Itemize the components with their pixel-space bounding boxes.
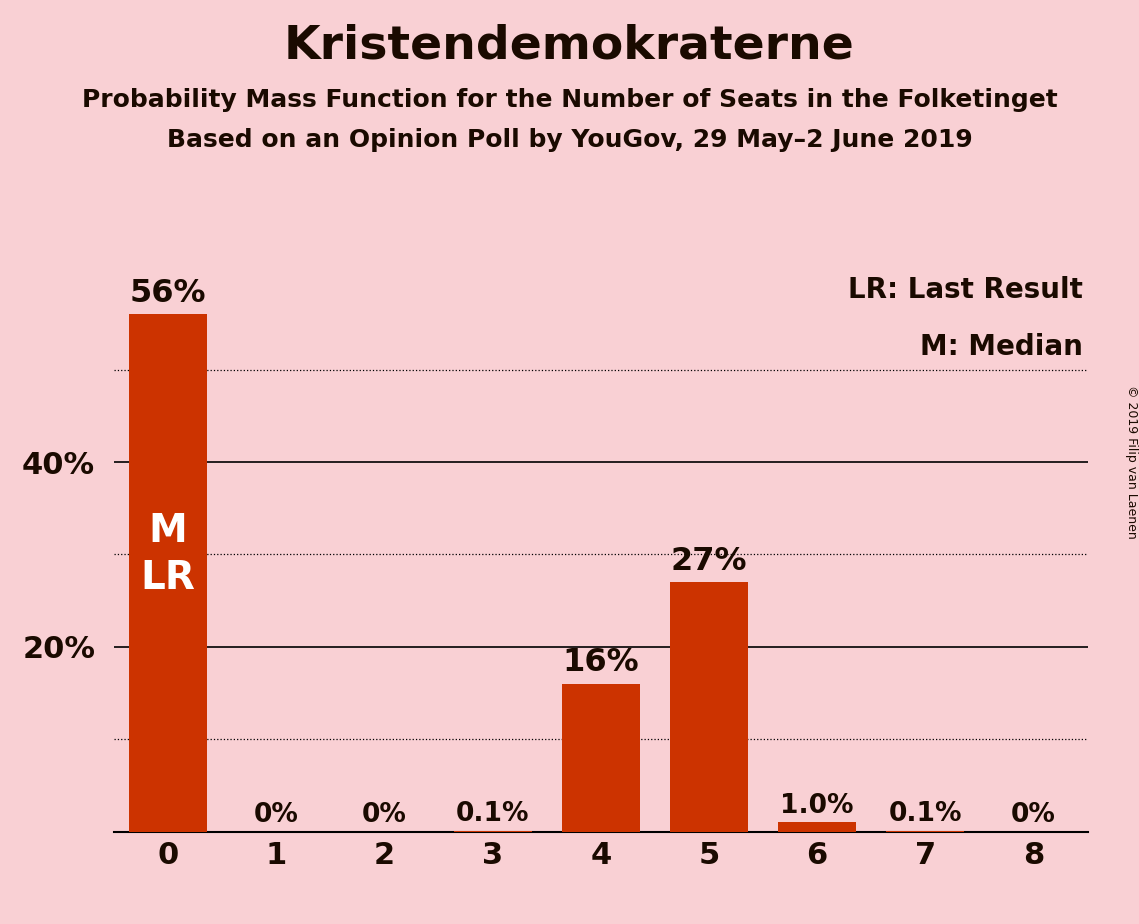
Text: © 2019 Filip van Laenen: © 2019 Filip van Laenen — [1124, 385, 1138, 539]
Bar — [453, 831, 532, 832]
Bar — [778, 822, 857, 832]
Bar — [886, 831, 965, 832]
Text: 27%: 27% — [671, 545, 747, 577]
Text: M
LR: M LR — [140, 512, 196, 597]
Text: M: Median: M: Median — [920, 334, 1083, 361]
Text: 16%: 16% — [563, 647, 639, 678]
Text: 56%: 56% — [130, 277, 206, 309]
Text: LR: Last Result: LR: Last Result — [849, 276, 1083, 304]
Text: 0%: 0% — [1011, 802, 1056, 828]
Text: 0%: 0% — [254, 802, 298, 828]
Bar — [670, 582, 748, 832]
Text: Probability Mass Function for the Number of Seats in the Folketinget: Probability Mass Function for the Number… — [82, 88, 1057, 112]
Text: 0.1%: 0.1% — [888, 801, 962, 827]
Text: Based on an Opinion Poll by YouGov, 29 May–2 June 2019: Based on an Opinion Poll by YouGov, 29 M… — [166, 128, 973, 152]
Text: Kristendemokraterne: Kristendemokraterne — [284, 23, 855, 68]
Text: 0.1%: 0.1% — [456, 801, 530, 827]
Text: 0%: 0% — [362, 802, 407, 828]
Text: 1.0%: 1.0% — [780, 793, 854, 819]
Bar — [129, 314, 207, 832]
Bar — [562, 684, 640, 832]
